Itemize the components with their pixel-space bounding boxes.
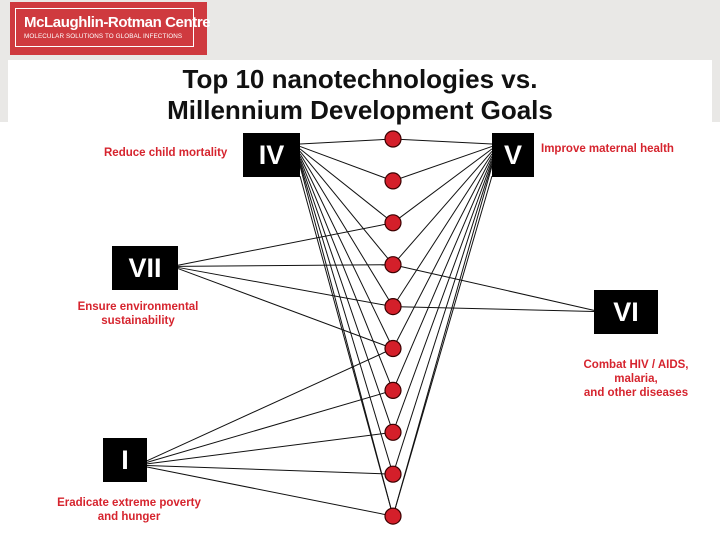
fan-IV-to-bottom: [299, 175, 394, 517]
link-node-8-goal-I: [146, 431, 394, 465]
fan-V-to-bottom: [392, 175, 493, 517]
title-band-left-edge: [0, 60, 8, 122]
link-node-3-goal-VII: [177, 222, 394, 266]
goal-VII-label: Ensure environmental sustainability: [68, 300, 208, 328]
goal-IV-label: Reduce child mortality: [104, 147, 228, 159]
slide-title-line-2: Millennium Development Goals: [167, 95, 553, 125]
title-band: [0, 60, 720, 122]
link-node-5-goal-VI: [392, 306, 595, 312]
link-node-6-goal-IV: [299, 156, 394, 349]
nanotech-node-10: [384, 507, 402, 525]
goal-VII-box: VII: [112, 246, 178, 290]
link-node-1-goal-IV: [299, 138, 394, 145]
link-node-6-goal-VII: [177, 268, 394, 349]
nanotech-node-8: [384, 423, 402, 441]
nanotech-nodes: [384, 130, 402, 525]
link-node-7-goal-IV: [299, 158, 394, 391]
nanotech-node-4: [384, 256, 402, 274]
nanotech-node-6: [384, 339, 402, 358]
goal-VI-label-line-1: Combat HIV / AIDS,: [583, 359, 689, 371]
link-node-4-goal-IV: [299, 151, 394, 266]
goal-I-box: I: [103, 438, 147, 482]
goal-VI-box: VI: [594, 290, 658, 334]
header-band: McLaughlin-Rotman Centre MOLECULAR SOLUT…: [0, 0, 720, 60]
goal-I-label-line-2: and hunger: [97, 511, 161, 523]
link-node-6-goal-I: [146, 348, 394, 462]
goal-VI-label-line-2: malaria,: [614, 373, 658, 385]
connection-lines: [146, 138, 595, 517]
link-node-7-goal-I: [146, 389, 394, 463]
goal-VI-label-line-3: and other diseases: [583, 387, 689, 399]
goal-I-label: Eradicate extreme poverty and hunger: [44, 496, 214, 524]
link-node-9-goal-IV: [299, 163, 394, 475]
goal-VI-label: Combat HIV / AIDS, malaria, and other di…: [566, 358, 706, 400]
link-node-6-goal-V: [392, 155, 493, 349]
link-node-9-goal-V: [392, 163, 493, 475]
nanotech-node-1: [384, 130, 402, 148]
nanotech-node-2: [384, 172, 402, 190]
nanotech-node-5: [384, 298, 402, 316]
logo-tagline: MOLECULAR SOLUTIONS TO GLOBAL INFECTIONS: [24, 33, 183, 40]
nanotech-node-7: [384, 381, 402, 399]
link-node-3-goal-IV: [299, 148, 394, 224]
link-node-7-goal-V: [392, 158, 493, 391]
title-band-right-edge: [712, 60, 720, 122]
link-node-5-goal-IV: [299, 153, 394, 307]
goal-VII-label-line-2: sustainability: [101, 315, 175, 327]
goal-VII-label-line-1: Ensure environmental: [77, 301, 199, 313]
goal-I-label-line-1: Eradicate extreme poverty: [57, 497, 201, 509]
link-node-4-goal-V: [392, 151, 493, 266]
link-node-4-goal-VII: [177, 264, 394, 267]
link-node-2-goal-IV: [299, 145, 394, 182]
nanotech-node-3: [384, 214, 402, 232]
mclaughlin-rotman-logo: McLaughlin-Rotman Centre MOLECULAR SOLUT…: [10, 2, 211, 55]
link-node-8-goal-IV: [299, 160, 394, 433]
goal-V-box: V: [492, 133, 534, 177]
nanotech-node-9: [384, 465, 402, 483]
link-node-2-goal-V: [392, 145, 493, 182]
goal-V-label: Improve maternal health: [541, 143, 674, 155]
link-node-1-goal-V: [392, 138, 493, 145]
link-node-5-goal-VII: [177, 266, 394, 308]
logo-frame: [15, 8, 194, 47]
slide-title-line-1: Top 10 nanotechnologies vs.: [182, 64, 538, 94]
link-node-4-goal-VI: [392, 264, 595, 311]
link-node-5-goal-V: [392, 153, 493, 307]
link-node-9-goal-I: [146, 464, 394, 475]
link-node-10-goal-I: [146, 466, 394, 517]
goal-IV-box: IV: [243, 133, 300, 177]
link-node-3-goal-V: [392, 148, 493, 224]
logo-name: McLaughlin-Rotman Centre: [24, 14, 211, 31]
link-node-8-goal-V: [392, 160, 493, 433]
